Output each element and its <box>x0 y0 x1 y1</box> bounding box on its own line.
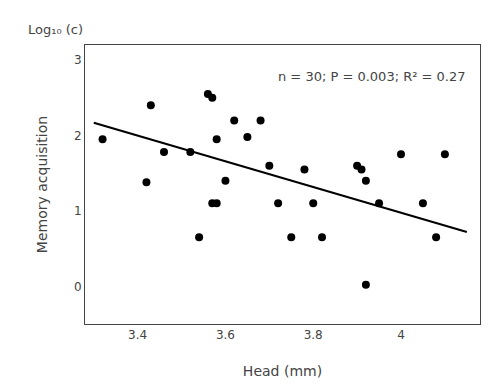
svg-text:Memory acquisition: Memory acquisition <box>34 116 50 253</box>
svg-text:n = 30; P = 0.003; R² = 0.27: n = 30; P = 0.003; R² = 0.27 <box>278 69 466 84</box>
svg-text:4: 4 <box>397 328 405 342</box>
svg-text:Log₁₀ (c): Log₁₀ (c) <box>28 22 83 37</box>
svg-text:3.6: 3.6 <box>216 328 235 342</box>
svg-text:0: 0 <box>74 280 82 294</box>
svg-text:1: 1 <box>74 204 82 218</box>
svg-text:3.4: 3.4 <box>128 328 147 342</box>
svg-text:3: 3 <box>74 53 82 67</box>
svg-text:Head (mm): Head (mm) <box>243 363 322 379</box>
svg-text:2: 2 <box>74 129 82 143</box>
svg-text:3.8: 3.8 <box>304 328 323 342</box>
